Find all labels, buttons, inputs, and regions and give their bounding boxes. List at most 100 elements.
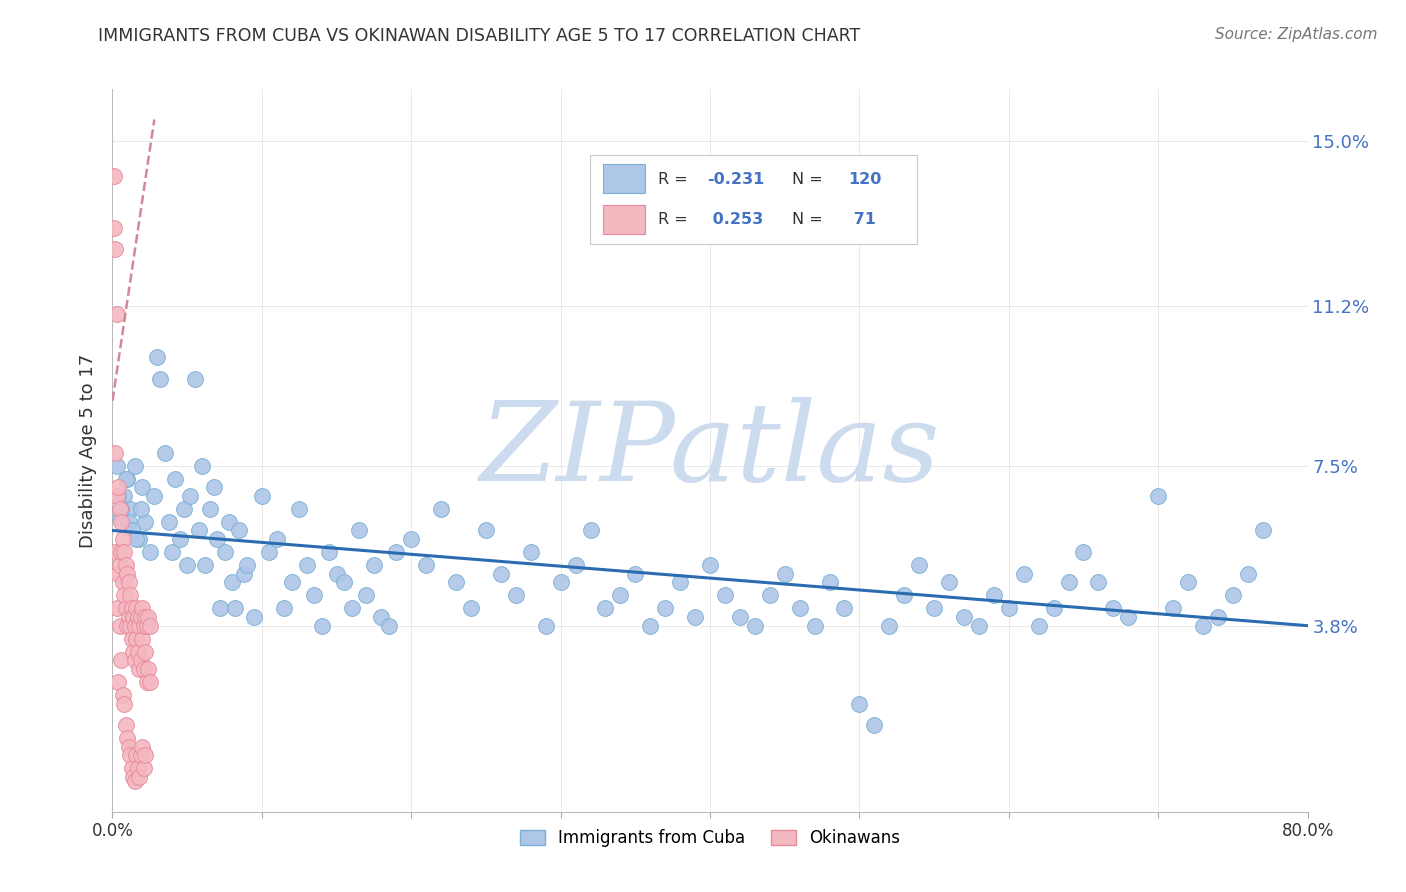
- Point: [654, 601, 676, 615]
- Point: [114, 545, 135, 559]
- Point: [430, 501, 453, 516]
- Point: [165, 472, 187, 486]
- Point: [110, 653, 132, 667]
- Point: [209, 601, 232, 615]
- Point: [288, 501, 311, 516]
- Point: [127, 645, 149, 659]
- Point: [624, 566, 647, 581]
- Point: [132, 618, 155, 632]
- Point: [953, 610, 976, 624]
- Point: [117, 472, 139, 486]
- Point: [188, 524, 211, 538]
- Point: [103, 169, 125, 183]
- Point: [295, 558, 318, 573]
- Point: [550, 575, 572, 590]
- Point: [108, 510, 131, 524]
- Point: [139, 618, 162, 632]
- Point: [173, 501, 195, 516]
- Point: [370, 610, 392, 624]
- Point: [146, 351, 169, 365]
- Point: [143, 489, 166, 503]
- Point: [111, 688, 134, 702]
- Point: [922, 601, 945, 615]
- Point: [475, 524, 498, 538]
- Point: [128, 770, 150, 784]
- Point: [1102, 601, 1125, 615]
- Point: [134, 610, 156, 624]
- Point: [114, 489, 135, 503]
- Point: [378, 618, 401, 632]
- Point: [120, 618, 142, 632]
- Point: [233, 566, 256, 581]
- Point: [107, 480, 129, 494]
- Point: [1042, 601, 1064, 615]
- Point: [135, 618, 157, 632]
- Point: [111, 532, 134, 546]
- Legend: Immigrants from Cuba, Okinawans: Immigrants from Cuba, Okinawans: [513, 822, 907, 854]
- Point: [120, 588, 142, 602]
- Point: [122, 610, 145, 624]
- Point: [834, 601, 856, 615]
- Point: [1118, 610, 1140, 624]
- Point: [669, 575, 692, 590]
- Text: Source: ZipAtlas.com: Source: ZipAtlas.com: [1215, 27, 1378, 42]
- Point: [125, 601, 148, 615]
- Point: [129, 748, 152, 763]
- Point: [202, 480, 225, 494]
- Point: [938, 575, 960, 590]
- Point: [153, 445, 176, 459]
- Point: [108, 501, 131, 516]
- Point: [250, 489, 273, 503]
- Point: [176, 558, 198, 573]
- Point: [333, 575, 356, 590]
- Text: R =: R =: [658, 172, 693, 186]
- Point: [107, 566, 129, 581]
- Point: [132, 662, 155, 676]
- Bar: [603, 164, 645, 193]
- Point: [149, 372, 172, 386]
- Point: [759, 588, 782, 602]
- Point: [131, 480, 153, 494]
- Point: [564, 558, 586, 573]
- Point: [128, 662, 150, 676]
- Point: [114, 588, 135, 602]
- Text: IMMIGRANTS FROM CUBA VS OKINAWAN DISABILITY AGE 5 TO 17 CORRELATION CHART: IMMIGRANTS FROM CUBA VS OKINAWAN DISABIL…: [98, 27, 860, 45]
- Point: [138, 610, 160, 624]
- Point: [162, 545, 183, 559]
- Point: [115, 718, 138, 732]
- Point: [1192, 618, 1215, 632]
- Point: [302, 588, 325, 602]
- Point: [1073, 545, 1095, 559]
- Point: [105, 307, 128, 321]
- Point: [699, 558, 721, 573]
- Point: [124, 653, 146, 667]
- Point: [714, 588, 737, 602]
- Point: [139, 674, 162, 689]
- Text: N =: N =: [793, 172, 828, 186]
- Point: [728, 610, 751, 624]
- Point: [105, 489, 128, 503]
- Point: [131, 601, 153, 615]
- Point: [124, 774, 146, 789]
- Point: [228, 524, 250, 538]
- Point: [218, 515, 240, 529]
- Point: [138, 662, 160, 676]
- Point: [169, 532, 191, 546]
- Point: [135, 674, 157, 689]
- Point: [444, 575, 467, 590]
- Point: [105, 458, 128, 473]
- Point: [803, 618, 825, 632]
- Point: [273, 601, 295, 615]
- Point: [340, 601, 363, 615]
- Point: [401, 532, 423, 546]
- Point: [121, 601, 143, 615]
- Point: [129, 501, 152, 516]
- Point: [505, 588, 527, 602]
- Point: [908, 558, 931, 573]
- Point: [818, 575, 841, 590]
- Point: [110, 501, 132, 516]
- Point: [125, 532, 148, 546]
- Point: [117, 618, 139, 632]
- Point: [183, 372, 205, 386]
- Point: [125, 748, 148, 763]
